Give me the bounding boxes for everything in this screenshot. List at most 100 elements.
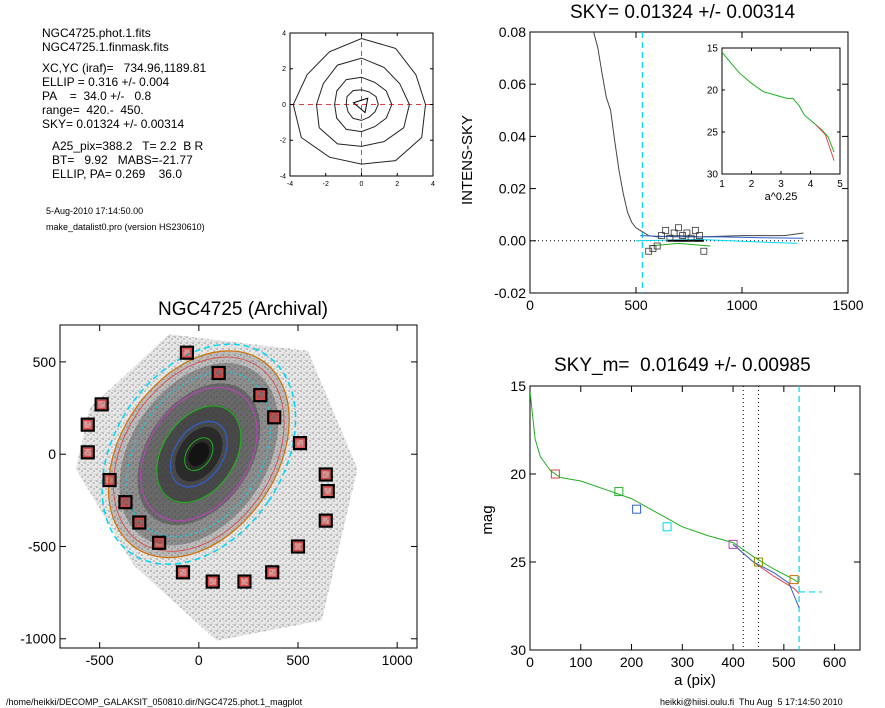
x-tick-label: -4	[287, 181, 293, 188]
mask-box-inner	[97, 399, 107, 409]
mask-box-inner	[83, 447, 93, 457]
y-tick-label: -1000	[20, 631, 56, 647]
ellip-value: ELLIP = 0.316 +/- 0.004	[42, 75, 170, 89]
y-tick-label: 0.06	[499, 76, 526, 92]
mask-filename: NGC4725.1.finmask.fits	[42, 40, 169, 54]
sky-square-marker	[683, 229, 691, 237]
mag-series-line	[530, 391, 800, 584]
a25-value: A25_pix=388.2 T= 2.2 B R	[52, 139, 204, 153]
y-tick-label: 500	[33, 354, 57, 370]
mask-box-inner	[120, 497, 131, 507]
inset-axes	[721, 47, 841, 175]
contour-line	[345, 89, 379, 121]
mask-box	[80, 417, 95, 432]
isophote-ellipse	[184, 437, 214, 472]
x-tick-label: 600	[823, 654, 847, 670]
x-tick-label: 0	[526, 297, 534, 313]
footer-user: heikki@hiisi.oulu.fi Thu Aug 5 17:14:50 …	[660, 697, 843, 707]
sky-square-marker	[675, 224, 682, 232]
mag-square-marker	[632, 504, 642, 514]
archival-title: NGC4725 (Archival)	[158, 299, 328, 320]
y-tick-label: 30	[510, 642, 526, 658]
archival-image-plot: -500 0 500 1000 -1000 -500 0 500	[20, 324, 418, 668]
isophote-ellipse	[113, 356, 285, 552]
sky-square-marker	[666, 234, 674, 242]
mask-box	[118, 495, 133, 510]
mask-box	[265, 565, 280, 580]
y-tick-label: 0.04	[499, 128, 526, 144]
sky-square-marker	[658, 232, 665, 239]
mask-box	[175, 565, 191, 580]
isophote-ellipse	[169, 420, 228, 488]
y-tick-label: 25	[510, 554, 526, 570]
y-tick-label: 2	[282, 66, 286, 73]
mask-box	[205, 574, 220, 589]
sky-square-marker	[687, 234, 695, 242]
x-tick-label: 1	[719, 179, 725, 190]
sky-square-marker	[662, 226, 670, 234]
contour-core	[352, 97, 369, 114]
mask-box	[80, 445, 95, 460]
mag-square-marker	[550, 469, 560, 479]
mask-box-inner	[134, 517, 144, 528]
mask-box-inner	[321, 516, 331, 526]
program-version: make_datalist0.pro (version HS230610)	[46, 222, 205, 232]
mag-series-line	[732, 544, 800, 608]
sky-square-marker	[691, 226, 699, 234]
y-tick-label: 0.08	[499, 24, 526, 40]
sky-ylabel: INTENS-SKY	[459, 115, 476, 205]
mask-box	[179, 345, 195, 360]
ellip-pa-value: ELLIP, PA= 0.269 36.0	[52, 167, 182, 181]
mask-box	[253, 388, 268, 403]
mask-box-inner	[255, 390, 265, 400]
mag-square-marker	[614, 487, 624, 497]
footer-path: /home/heikki/DECOMP_GALAKSIT_050810.dir/…	[6, 697, 303, 707]
galaxy-light	[188, 442, 210, 467]
y-tick-label: 20	[510, 466, 526, 482]
mask-box-inner	[214, 368, 224, 378]
x-tick-label: 2	[395, 181, 399, 188]
archival-axes	[59, 324, 418, 649]
mask-box	[318, 513, 333, 528]
mag-profile-title: SKY_m= 0.01649 +/- 0.00985	[554, 355, 811, 376]
y-tick-label: -4	[280, 173, 286, 180]
mask-box-inner	[267, 567, 277, 577]
sky-profile-title: SKY= 0.01324 +/- 0.00314	[570, 2, 796, 23]
contour-line	[334, 76, 393, 133]
x-tick-label: 1000	[382, 652, 413, 668]
mask-box-inner	[293, 541, 303, 552]
y-tick-label: 30	[707, 170, 719, 181]
x-tick-label: 500	[286, 652, 310, 668]
contour-line	[292, 37, 427, 165]
y-tick-label: 25	[707, 128, 719, 139]
x-tick-label: 4	[808, 179, 814, 190]
mask-box	[211, 365, 226, 381]
y-tick-label: -500	[28, 538, 56, 554]
contour-line	[315, 57, 410, 147]
y-tick-label: 4	[282, 30, 286, 37]
y-tick-label: 20	[707, 86, 719, 97]
x-tick-label: 4	[431, 181, 435, 188]
x-tick-label: 2	[749, 179, 755, 190]
mask-box-inner	[323, 486, 333, 496]
mask-box-inner	[239, 576, 250, 587]
mask-box-inner	[269, 412, 279, 422]
x-tick-label: 0	[195, 652, 203, 668]
y-tick-label: 15	[707, 44, 719, 55]
y-tick-label: -2	[280, 138, 286, 145]
mag-ylabel: mag	[479, 505, 496, 534]
contour-plot: -4 -2 0 2 4 -4 -2 0 2 4	[280, 30, 435, 188]
x-tick-label: -2	[323, 181, 329, 188]
magnitude-profile-plot: 0 100 200 300 400 500 600 15 20 25 30 a (pix) mag	[479, 378, 861, 689]
archival-image	[75, 334, 358, 641]
mask-box	[318, 467, 333, 482]
mask-box	[152, 535, 167, 550]
center-coords: XC,YC (iraf)= 734.96,1189.81	[42, 61, 207, 75]
mag-xlabel: a (pix)	[674, 672, 716, 689]
fits-filename: NGC4725.phot.1.fits	[42, 26, 151, 40]
mag-square-marker	[753, 557, 763, 567]
x-tick-label: 200	[620, 654, 644, 670]
x-tick-label: 5	[837, 179, 843, 190]
x-tick-label: 0	[360, 181, 364, 188]
